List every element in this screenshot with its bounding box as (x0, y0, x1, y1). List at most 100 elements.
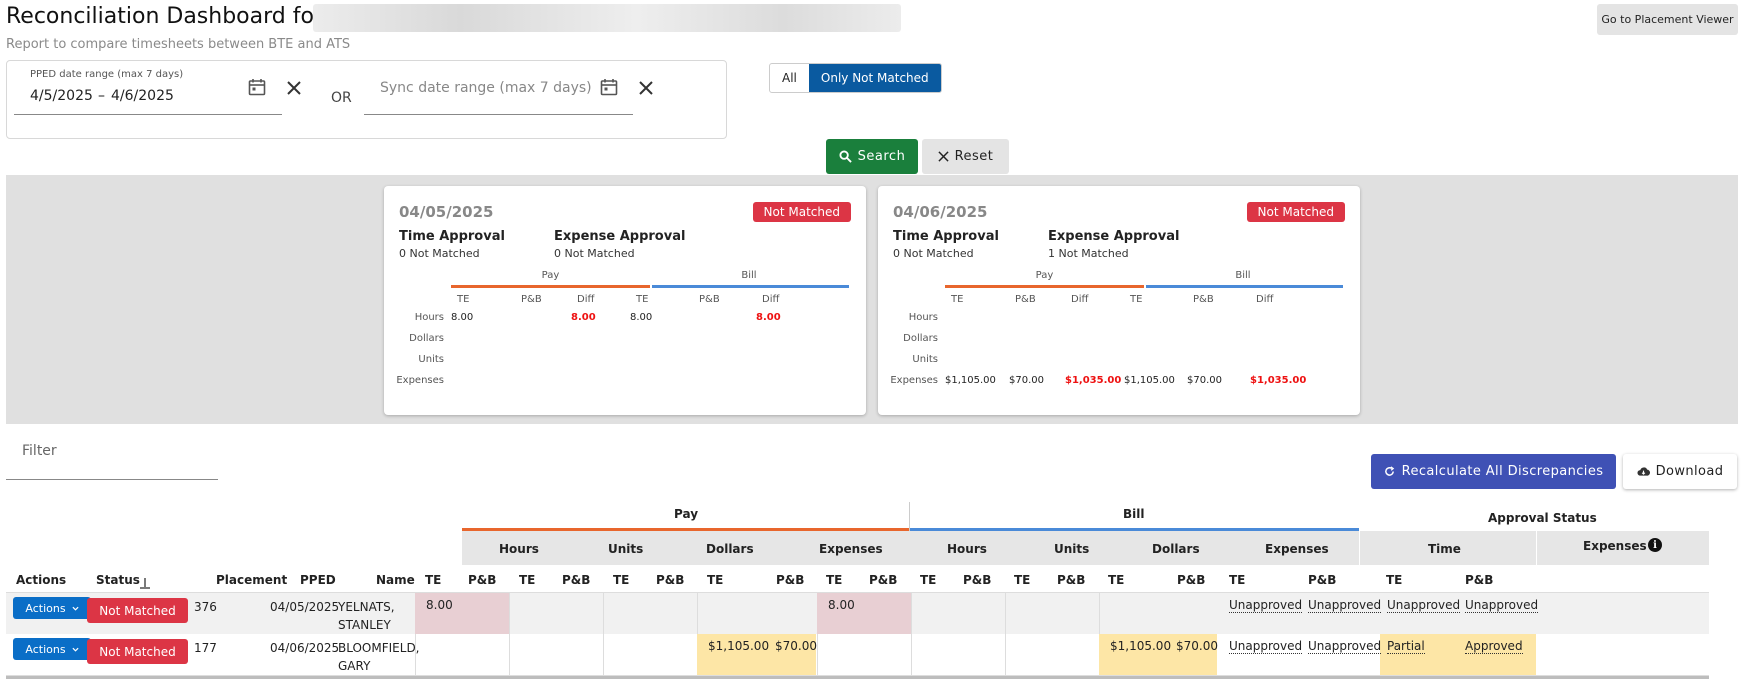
card-bill-bar (1146, 285, 1343, 288)
te-header: TE (920, 573, 937, 587)
actions-dropdown-button[interactable]: Actions (13, 638, 91, 660)
card-col-header: Diff (762, 294, 780, 305)
expense-approval-mismatch-cell (1380, 634, 1536, 675)
recalculate-all-discrepancies-button[interactable]: Recalculate All Discrepancies (1371, 454, 1616, 489)
sync-date-range-input[interactable]: Sync date range (max 7 days) (380, 80, 592, 96)
search-icon (839, 150, 852, 163)
sort-icon[interactable] (139, 574, 151, 593)
card-row-label: Hours (414, 312, 444, 323)
pped-calendar-icon[interactable] (245, 75, 269, 99)
te-header: TE (1229, 573, 1246, 587)
download-button[interactable]: Download (1623, 454, 1737, 489)
pped-date-underline (14, 114, 282, 115)
chevron-down-icon (72, 647, 79, 652)
card-row-label: Expenses (396, 375, 444, 386)
cell-divider (509, 593, 510, 634)
card-pay-label: Pay (1035, 270, 1054, 281)
cell-divider (1005, 593, 1006, 634)
cell-divider (911, 634, 912, 675)
cloud-download-icon (1637, 467, 1650, 476)
card-row-label: Dollars (903, 333, 938, 344)
cell-divider (817, 634, 818, 675)
toggle-all-option[interactable]: All (782, 71, 797, 85)
reset-button-label: Reset (954, 149, 994, 164)
cell-divider (603, 593, 604, 634)
toggle-only-not-matched-option[interactable]: Only Not Matched (808, 64, 941, 92)
col-status[interactable]: Status (96, 573, 140, 587)
placement-cell: 376 (194, 600, 217, 614)
download-button-label: Download (1655, 464, 1724, 479)
card-col-header: TE (457, 294, 470, 305)
time-approval-title: Time Approval (399, 229, 505, 244)
bill-expenses-mismatch-cell (1099, 634, 1217, 675)
summary-card-0406: 04/06/2025 Not Matched Time Approval 0 Not … (878, 186, 1360, 415)
filter-input[interactable]: Filter (22, 443, 57, 459)
card-col-header: TE (1130, 294, 1143, 305)
summary-band (6, 175, 1738, 424)
actions-dropdown-button[interactable]: Actions (13, 597, 91, 619)
pped-clear-icon[interactable] (282, 76, 306, 100)
cell-divider (1005, 634, 1006, 675)
search-button-label: Search (857, 149, 906, 164)
row-border (6, 675, 1709, 676)
pb-header: P&B (869, 573, 898, 587)
recalculate-button-label: Recalculate All Discrepancies (1401, 464, 1604, 479)
time-te-approval-cell[interactable]: Unapproved (1229, 598, 1303, 613)
time-pb-approval-cell[interactable]: Unapproved (1308, 598, 1382, 613)
pped-start-date[interactable]: 4/5/2025 (30, 88, 93, 104)
expenses-te-approval-cell[interactable]: Partial (1387, 639, 1425, 654)
pped-cell: 04/05/2025 (270, 600, 340, 614)
card-row-label: Expenses (890, 375, 938, 386)
cell-divider (509, 634, 510, 675)
time-approval-title: Time Approval (893, 229, 999, 244)
time-te-approval-cell[interactable]: Unapproved (1229, 639, 1303, 654)
match-filter-toggle: All Only Not Matched (769, 63, 942, 93)
card-date: 04/05/2025 (399, 203, 494, 221)
subheader-divider-approval (1359, 531, 1360, 565)
sync-calendar-icon[interactable] (597, 75, 621, 99)
te-header: TE (826, 573, 843, 587)
expenses-pb-approval-cell[interactable]: Unapproved (1465, 598, 1539, 613)
bill-hours-mismatch-cell (817, 593, 911, 634)
card-col-header: TE (951, 294, 964, 305)
time-approval-count: 0 Not Matched (893, 247, 974, 260)
time-approval-count: 0 Not Matched (399, 247, 480, 260)
card-pay-bar (945, 285, 1144, 288)
col-pped: PPED (300, 573, 336, 587)
date-range-card (6, 60, 727, 139)
expenses-pb-approval-cell[interactable]: Approved (1465, 639, 1523, 654)
reset-button[interactable]: Reset (922, 139, 1009, 174)
go-to-placement-viewer-button[interactable]: Go to Placement Viewer (1597, 4, 1738, 35)
card-bill-label: Bill (1235, 270, 1251, 281)
pay-group-bar (462, 528, 909, 531)
close-icon (937, 151, 949, 162)
actions-label: Actions (25, 642, 66, 656)
expense-approval-title: Expense Approval (1048, 229, 1180, 244)
expense-approval-count: 1 Not Matched (1048, 247, 1129, 260)
expenses-te-approval-cell[interactable]: Unapproved (1387, 598, 1461, 613)
pb-header: P&B (656, 573, 685, 587)
time-pb-approval-cell[interactable]: Unapproved (1308, 639, 1382, 654)
group-header-approval-status: Approval Status (1488, 511, 1597, 525)
pb-header: P&B (1057, 573, 1086, 587)
card-col-header: Diff (577, 294, 595, 305)
pay-sub-dollars: Dollars (706, 542, 754, 556)
sync-clear-icon[interactable] (634, 76, 658, 100)
approval-sub-time: Time (1428, 542, 1461, 556)
info-icon[interactable]: i (1648, 538, 1662, 552)
expense-approval-count: 0 Not Matched (554, 247, 635, 260)
pb-header: P&B (963, 573, 992, 587)
refresh-icon (1384, 466, 1394, 476)
pped-end-date[interactable]: 4/6/2025 (111, 88, 174, 104)
status-badge: Not Matched (87, 598, 188, 623)
card-value-cell: $1,035.00 (1065, 375, 1122, 386)
card-row-label: Units (418, 354, 444, 365)
bill-sub-dollars: Dollars (1152, 542, 1200, 556)
te-header: TE (613, 573, 630, 587)
card-value-cell: 8.00 (630, 312, 653, 323)
pay-sub-units: Units (608, 542, 644, 556)
search-button[interactable]: Search (826, 139, 918, 174)
subheader-divider-time (1536, 531, 1537, 565)
card-value-cell: 8.00 (451, 312, 474, 323)
card-col-header: P&B (1193, 294, 1214, 305)
